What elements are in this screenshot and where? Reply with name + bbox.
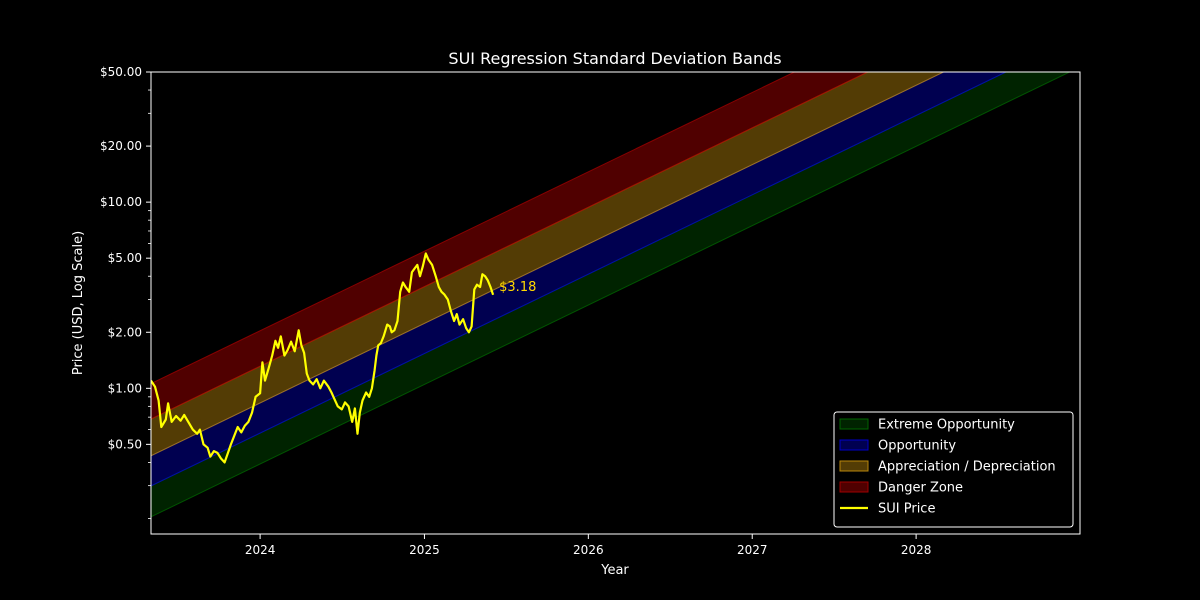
- price-line-layer: [151, 252, 495, 464]
- legend-swatch: [839, 460, 869, 472]
- band-opportunity: [151, 72, 1008, 487]
- y-tick-label: $50.00: [100, 65, 142, 79]
- band-extreme-opportunity: [151, 72, 1071, 518]
- x-tick-label: 2026: [573, 543, 604, 557]
- x-tick-label: 2025: [409, 543, 440, 557]
- band-appreciation-depreciation: [151, 72, 945, 457]
- legend-label: SUI Price: [878, 502, 935, 517]
- x-tick-label: 2024: [245, 543, 276, 557]
- last-price-label: $3.18: [499, 280, 536, 295]
- y-tick-label: $20.00: [100, 139, 142, 153]
- y-tick-label: $0.50: [108, 437, 142, 451]
- y-tick-label: $10.00: [100, 195, 142, 209]
- legend-label: Danger Zone: [878, 481, 963, 496]
- legend-box: [833, 411, 1074, 528]
- band-danger-zone: [151, 72, 869, 420]
- x-tick-label: 2028: [901, 543, 932, 557]
- y-tick-label: $2.00: [108, 325, 142, 339]
- sui-price-line: [151, 252, 495, 464]
- legend-label: Extreme Opportunity: [878, 418, 1015, 433]
- legend-swatch: [839, 418, 869, 430]
- legend-label: Opportunity: [878, 439, 956, 454]
- y-tick-label: $1.00: [108, 381, 142, 395]
- x-axis: 2024 2025 2026 2027 2028: [245, 534, 932, 557]
- legend-label: Appreciation / Depreciation: [878, 460, 1056, 475]
- legend: Extreme Opportunity Opportunity Appreciati…: [833, 411, 1074, 528]
- x-axis-label: Year: [600, 563, 629, 578]
- legend-swatch: [839, 481, 869, 493]
- y-tick-label: $5.00: [108, 251, 142, 265]
- bands-layer: [151, 72, 1071, 518]
- legend-swatch: [839, 439, 869, 451]
- plot-frame: [150, 71, 1081, 535]
- chart-title: SUI Regression Standard Deviation Bands: [448, 49, 781, 68]
- y-axis-label: Price (USD, Log Scale): [71, 231, 86, 375]
- y-axis: $0.50 $1.00 $2.00 $5.00 $10.00 $20.00 $50.00: [100, 65, 151, 519]
- x-tick-label: 2027: [737, 543, 768, 557]
